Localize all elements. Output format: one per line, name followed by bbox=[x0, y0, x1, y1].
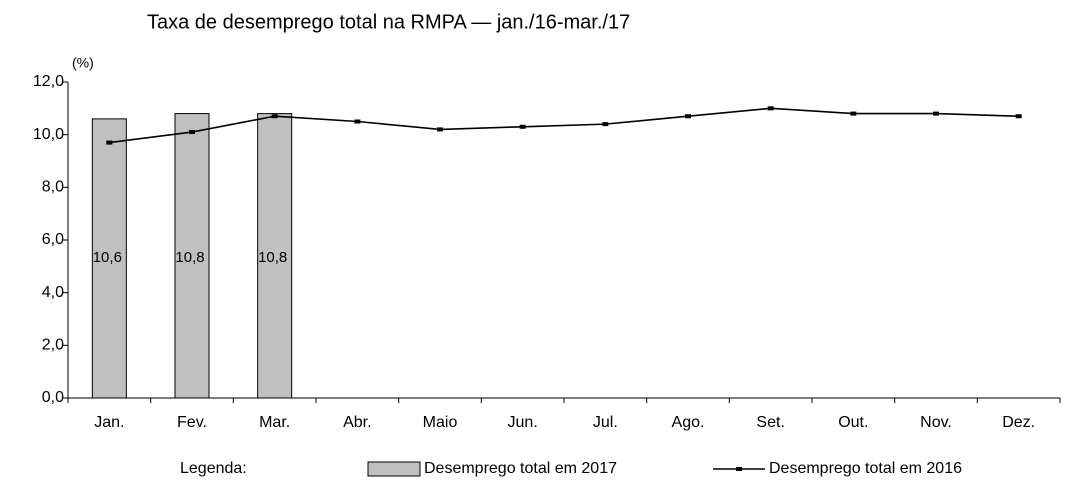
legend-swatch bbox=[367, 461, 421, 477]
y-tick-label: 0,0 bbox=[42, 389, 64, 406]
line-marker bbox=[437, 127, 443, 132]
x-tick-label: Ago. bbox=[672, 414, 705, 431]
bar bbox=[91, 118, 127, 399]
value-label: 10,8 bbox=[175, 249, 204, 266]
line-marker bbox=[106, 140, 113, 145]
bar bbox=[174, 113, 210, 399]
line-marker bbox=[1015, 114, 1022, 119]
y-tick-label: 4,0 bbox=[42, 284, 64, 301]
line-marker bbox=[271, 114, 278, 119]
bar bbox=[257, 113, 293, 399]
line-marker bbox=[519, 124, 526, 129]
x-tick-label: Jun. bbox=[508, 414, 538, 431]
line-marker bbox=[850, 111, 857, 116]
value-label: 10,6 bbox=[93, 249, 122, 266]
y-tick-label: 8,0 bbox=[42, 179, 64, 196]
legend-title: Legenda: bbox=[180, 460, 247, 477]
x-tick-label: Maio bbox=[423, 414, 458, 431]
y-tick-label: 6,0 bbox=[42, 231, 64, 248]
x-tick-label: Jul. bbox=[593, 414, 618, 431]
y-tick-label: 10,0 bbox=[33, 126, 64, 143]
x-tick-label: Fev. bbox=[177, 414, 207, 431]
x-tick-label: Dez. bbox=[1002, 414, 1035, 431]
legend-swatch-marker bbox=[736, 467, 742, 471]
chart-title: Taxa de desemprego total na RMPA — jan./… bbox=[147, 11, 630, 33]
x-tick-label: Nov. bbox=[920, 414, 952, 431]
line-marker bbox=[933, 111, 939, 116]
x-tick-label: Abr. bbox=[343, 414, 371, 431]
line-marker bbox=[189, 130, 195, 135]
value-label: 10,8 bbox=[258, 249, 287, 266]
line bbox=[109, 107, 1019, 144]
legend-label: Desemprego total em 2016 bbox=[769, 460, 962, 477]
legend-label: Desemprego total em 2017 bbox=[424, 460, 617, 477]
y-tick-label: 12,0 bbox=[33, 73, 64, 90]
x-tick-label: Mar. bbox=[259, 414, 290, 431]
line-marker bbox=[602, 122, 609, 127]
line-marker bbox=[685, 114, 691, 119]
line-marker bbox=[767, 106, 774, 111]
y-tick-label: 2,0 bbox=[42, 337, 64, 354]
line-marker bbox=[354, 119, 361, 124]
x-tick-label: Set. bbox=[756, 414, 784, 431]
x-tick-label: Out. bbox=[838, 414, 868, 431]
x-tick-label: Jan. bbox=[94, 414, 124, 431]
y-axis-label: (%) bbox=[72, 55, 94, 71]
